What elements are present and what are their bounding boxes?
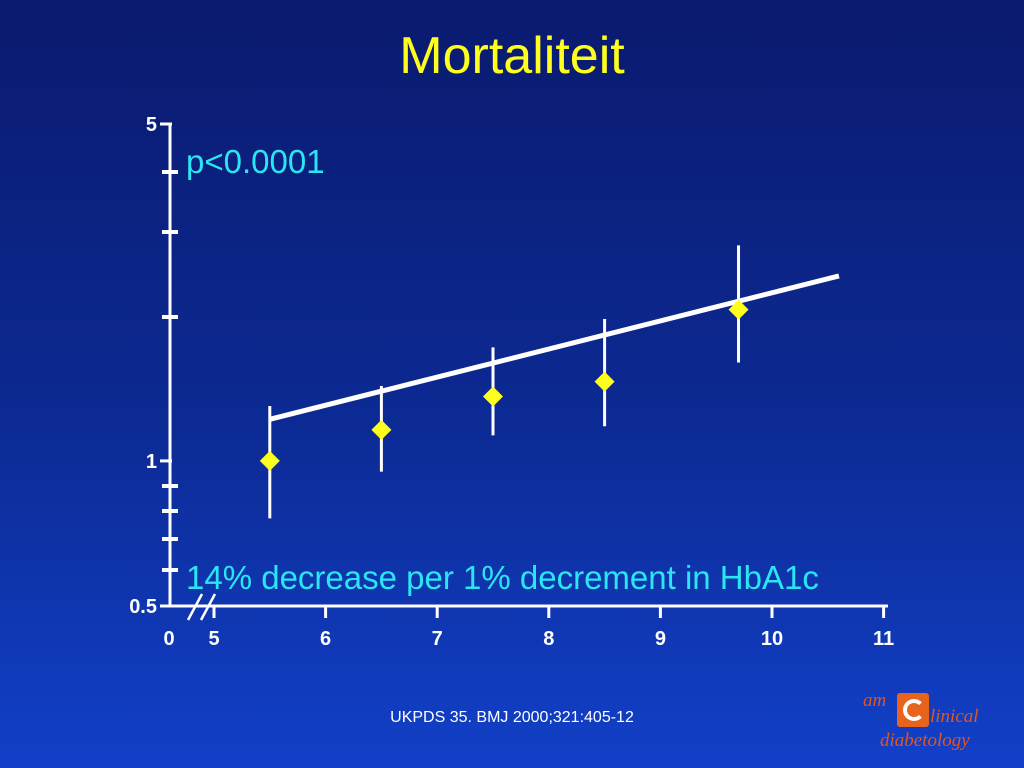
am-clinical-diabetology-logo: am linical diabetology (860, 690, 1010, 756)
decrease-annotation: 14% decrease per 1% decrement in HbA1c (186, 559, 819, 596)
y-minor-tick-0.6 (162, 568, 178, 572)
y-minor-tick-0.9 (162, 484, 178, 488)
y-ticks: 510.5 (129, 114, 172, 618)
data-point-diamond (728, 299, 749, 320)
y-minor-tick-0.8 (162, 509, 178, 513)
trend-line-group (269, 273, 840, 422)
y-minor-tick-2 (162, 315, 178, 319)
y-tick-label: 0.5 (129, 596, 157, 618)
axis-break-mark-right (199, 593, 217, 621)
chart-title: Mortaliteit (399, 27, 625, 85)
x-tick-label: 6 (320, 628, 331, 650)
logo-am-text: am (863, 690, 887, 711)
data-point-diamond (259, 450, 280, 471)
data-point-diamond (371, 419, 392, 440)
x-ticks: 5 6 7 8 9 10 11 (208, 606, 894, 650)
y-tick-label: 1 (146, 451, 157, 473)
data-point-diamond (594, 371, 615, 392)
chart-axes (162, 124, 888, 621)
y-tick-label: 5 (146, 114, 157, 136)
logo-c-badge-icon (897, 693, 929, 727)
x-axis-break-label: 0 (163, 628, 174, 650)
x-tick-label: 7 (432, 628, 443, 650)
x-tick-label: 10 (761, 628, 783, 650)
trend-line (269, 273, 840, 422)
x-tick-label: 5 (208, 628, 219, 650)
p-value-annotation: p<0.0001 (186, 143, 325, 180)
citation: UKPDS 35. BMJ 2000;321:405-12 (390, 709, 634, 726)
y-minor-tick-3 (162, 230, 178, 234)
axis-break-mark-left (186, 593, 204, 621)
x-tick-label: 11 (873, 628, 894, 650)
logo-diabetology-text: diabetology (880, 730, 970, 751)
data-point-diamond (483, 386, 503, 407)
x-tick-label: 8 (543, 628, 554, 650)
logo-clinical-text: linical (930, 706, 979, 727)
x-tick-label: 9 (655, 628, 666, 650)
data-points (259, 245, 749, 519)
y-minor-tick-4 (162, 170, 178, 174)
y-minor-tick-0.7 (162, 537, 178, 541)
